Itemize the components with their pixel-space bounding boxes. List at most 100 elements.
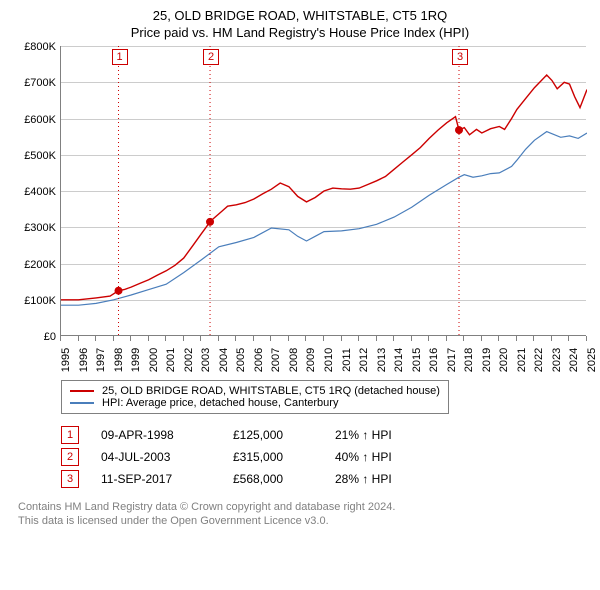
x-tick-label: 2015 <box>411 348 423 372</box>
sale-date: 04-JUL-2003 <box>101 450 211 464</box>
x-tick-mark <box>165 336 166 341</box>
x-tick-label: 1995 <box>60 348 72 372</box>
x-tick-mark <box>358 336 359 341</box>
sale-row: 1 09-APR-1998 £125,000 21% ↑ HPI <box>61 426 586 444</box>
legend-row: HPI: Average price, detached house, Cant… <box>70 397 440 409</box>
x-tick-label: 2008 <box>288 348 300 372</box>
x-tick-mark <box>586 336 587 341</box>
x-tick-label: 2011 <box>341 348 353 372</box>
x-tick-label: 2003 <box>200 348 212 372</box>
y-tick-label: £200K <box>24 259 56 271</box>
sale-badge: 3 <box>61 470 79 488</box>
x-tick-label: 2013 <box>376 348 388 372</box>
legend-label: HPI: Average price, detached house, Cant… <box>102 397 338 409</box>
x-tick-mark <box>183 336 184 341</box>
x-tick-mark <box>113 336 114 341</box>
sale-price: £125,000 <box>233 428 313 442</box>
sale-price: £315,000 <box>233 450 313 464</box>
x-tick-mark <box>551 336 552 341</box>
chart-page: 25, OLD BRIDGE ROAD, WHITSTABLE, CT5 1RQ… <box>0 0 600 590</box>
x-tick-mark <box>235 336 236 341</box>
legend: 25, OLD BRIDGE ROAD, WHITSTABLE, CT5 1RQ… <box>61 380 449 414</box>
x-tick-label: 2022 <box>533 348 545 372</box>
sale-marker-label: 1 <box>112 49 128 65</box>
sale-date: 09-APR-1998 <box>101 428 211 442</box>
sale-marker-label: 3 <box>452 49 468 65</box>
plot-area: 1 2 3 <box>60 46 586 336</box>
x-tick-label: 2021 <box>516 348 528 372</box>
x-tick-label: 2018 <box>463 348 475 372</box>
title-address: 25, OLD BRIDGE ROAD, WHITSTABLE, CT5 1RQ <box>14 8 586 23</box>
y-tick-label: £600K <box>24 114 56 126</box>
x-tick-mark <box>270 336 271 341</box>
x-tick-label: 2007 <box>270 348 282 372</box>
x-tick-mark <box>95 336 96 341</box>
x-tick-mark <box>130 336 131 341</box>
series-line <box>61 75 587 300</box>
x-tick-mark <box>446 336 447 341</box>
x-tick-mark <box>481 336 482 341</box>
x-tick-mark <box>498 336 499 341</box>
x-tick-label: 1998 <box>113 348 125 372</box>
y-tick-label: £500K <box>24 150 56 162</box>
x-tick-mark <box>60 336 61 341</box>
x-tick-label: 2023 <box>551 348 563 372</box>
sale-marker-dot <box>206 218 214 226</box>
x-tick-mark <box>533 336 534 341</box>
y-tick-label: £100K <box>24 295 56 307</box>
x-tick-mark <box>305 336 306 341</box>
chart-svg <box>61 46 587 336</box>
sale-badge: 2 <box>61 448 79 466</box>
x-tick-label: 2006 <box>253 348 265 372</box>
sale-marker-dot <box>455 126 463 134</box>
y-tick-label: £0 <box>44 331 56 343</box>
footnote-line1: Contains HM Land Registry data © Crown c… <box>18 500 586 514</box>
sale-diff: 40% ↑ HPI <box>335 450 586 464</box>
sale-marker-dot <box>115 287 123 295</box>
x-tick-label: 2001 <box>165 348 177 372</box>
sales-table: 1 09-APR-1998 £125,000 21% ↑ HPI 2 04-JUL-200… <box>61 422 586 492</box>
x-tick-label: 2020 <box>498 348 510 372</box>
x-tick-mark <box>78 336 79 341</box>
legend-swatch <box>70 390 94 392</box>
x-tick-mark <box>148 336 149 341</box>
series-line <box>61 132 587 306</box>
y-axis: £0£100K£200K£300K£400K£500K£600K£700K£80… <box>14 46 60 376</box>
sale-diff: 21% ↑ HPI <box>335 428 586 442</box>
legend-row: 25, OLD BRIDGE ROAD, WHITSTABLE, CT5 1RQ… <box>70 385 440 397</box>
x-tick-mark <box>393 336 394 341</box>
legend-label: 25, OLD BRIDGE ROAD, WHITSTABLE, CT5 1RQ… <box>102 385 440 397</box>
x-tick-mark <box>376 336 377 341</box>
title-subtitle: Price paid vs. HM Land Registry's House … <box>14 25 586 40</box>
x-tick-label: 2005 <box>235 348 247 372</box>
x-tick-label: 2016 <box>428 348 440 372</box>
x-tick-mark <box>411 336 412 341</box>
x-tick-mark <box>218 336 219 341</box>
title-block: 25, OLD BRIDGE ROAD, WHITSTABLE, CT5 1RQ… <box>14 8 586 40</box>
x-tick-label: 2004 <box>218 348 230 372</box>
x-tick-mark <box>323 336 324 341</box>
x-tick-mark <box>200 336 201 341</box>
y-tick-label: £400K <box>24 186 56 198</box>
footnote: Contains HM Land Registry data © Crown c… <box>18 500 586 529</box>
sale-date: 11-SEP-2017 <box>101 472 211 486</box>
x-tick-mark <box>568 336 569 341</box>
x-tick-label: 2010 <box>323 348 335 372</box>
x-tick-mark <box>253 336 254 341</box>
footnote-line2: This data is licensed under the Open Gov… <box>18 514 586 528</box>
x-tick-label: 2002 <box>183 348 195 372</box>
sale-row: 2 04-JUL-2003 £315,000 40% ↑ HPI <box>61 448 586 466</box>
x-tick-label: 2000 <box>148 348 160 372</box>
sale-price: £568,000 <box>233 472 313 486</box>
x-tick-label: 2025 <box>586 348 598 372</box>
y-tick-label: £300K <box>24 222 56 234</box>
legend-swatch <box>70 402 94 404</box>
sale-marker-label: 2 <box>203 49 219 65</box>
x-tick-label: 2017 <box>446 348 458 372</box>
chart: £0£100K£200K£300K£400K£500K£600K£700K£80… <box>14 46 586 376</box>
x-tick-label: 2024 <box>568 348 580 372</box>
y-tick-label: £700K <box>24 77 56 89</box>
sale-badge: 1 <box>61 426 79 444</box>
x-tick-label: 1996 <box>78 348 90 372</box>
x-tick-mark <box>463 336 464 341</box>
